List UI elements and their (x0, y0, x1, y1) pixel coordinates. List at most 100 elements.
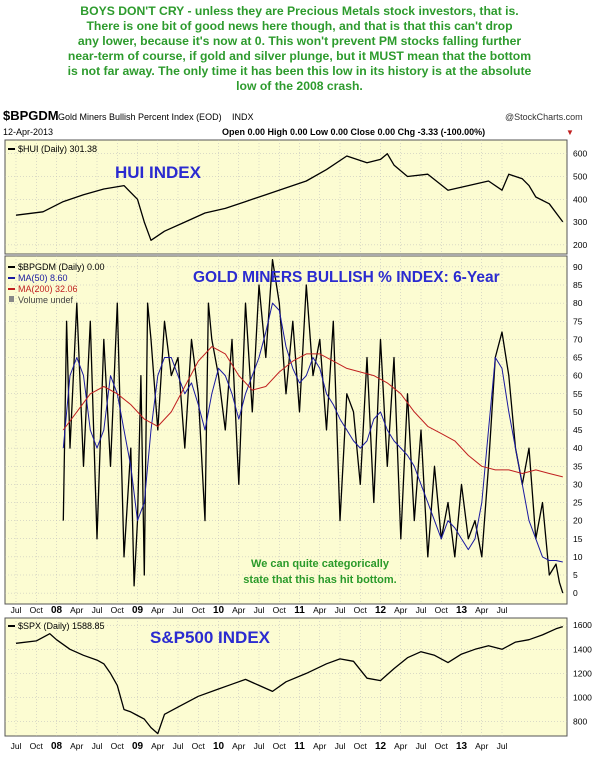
x-tick-label: Jul (416, 741, 427, 751)
chart-description: Gold Miners Bullish Percent Index (EOD) (58, 112, 222, 122)
x-tick-label: Oct (111, 741, 125, 751)
x-tick-label: 13 (456, 605, 468, 616)
x-tick-label: Oct (30, 741, 44, 751)
y-tick-label: 5 (573, 570, 578, 580)
y-tick-label: 1400 (573, 644, 592, 654)
x-tick-label: Apr (70, 605, 83, 615)
bpgdm-annotation: GOLD MINERS BULLISH % INDEX: 6-Year (193, 269, 500, 286)
x-tick-label: Apr (313, 605, 326, 615)
y-tick-label: 10 (573, 552, 583, 562)
y-tick-label: 500 (573, 171, 587, 181)
bpgdm-note-line1: We can quite categorically (251, 558, 390, 570)
chart-date: 12-Apr-2013 (3, 127, 53, 137)
x-axes: Jul Oct 08 Apr Jul Oct 09 Apr Jul Oct 10 Apr Jul Oct 1… (11, 605, 508, 752)
ohlc-readout: Open 0.00 High 0.00 Low 0.00 Close 0.00 … (222, 127, 485, 137)
y-tick-label: 300 (573, 217, 587, 227)
y-tick-label: 60 (573, 371, 583, 381)
series-line (15, 153, 564, 241)
y-tick-label: 55 (573, 389, 583, 399)
x-tick-label: 10 (213, 605, 225, 616)
x-tick-label: Jul (173, 741, 184, 751)
hui-panel (4, 139, 568, 255)
y-tick-label: 800 (573, 717, 587, 727)
series-lines (15, 153, 564, 735)
x-tick-label: 12 (375, 741, 387, 752)
bpgdm-legend-text: $BPGDM (Daily) 0.00 (18, 262, 105, 272)
y-tick-label: 45 (573, 425, 583, 435)
headline-line: There is one bit of good news here thoug… (86, 19, 513, 33)
x-tick-label: Apr (394, 741, 407, 751)
hui-annotation: HUI INDEX (115, 163, 202, 182)
spx-annotation: S&P500 INDEX (150, 628, 271, 647)
y-tick-label: 65 (573, 353, 583, 363)
headline-text: BOYS DON'T CRY - unless they are Preciou… (6, 4, 593, 94)
y-tick-label: 20 (573, 516, 583, 526)
headline-line: is not far away. The only time it has be… (67, 64, 532, 78)
x-tick-label: Jul (335, 605, 346, 615)
spx-panel (4, 617, 568, 737)
y-tick-label: 0 (573, 588, 578, 598)
y-tick-label: 200 (573, 240, 587, 250)
x-tick-label: Oct (354, 741, 368, 751)
x-tick-label: Oct (30, 605, 44, 615)
ma50-legend-text: MA(50) 8.60 (18, 273, 68, 283)
x-tick-label: Apr (313, 741, 326, 751)
x-tick-label: 08 (51, 741, 63, 752)
x-tick-label: Jul (497, 741, 508, 751)
x-tick-label: Oct (273, 741, 287, 751)
x-tick-label: 08 (51, 605, 63, 616)
x-tick-label: Jul (254, 741, 265, 751)
y-tick-label: 75 (573, 316, 583, 326)
series-line (62, 258, 564, 594)
x-tick-label: Apr (70, 741, 83, 751)
x-tick-label: Apr (394, 605, 407, 615)
y-tick-label: 35 (573, 461, 583, 471)
x-tick-label: Jul (416, 605, 427, 615)
x-tick-label: Oct (435, 741, 449, 751)
series-line (15, 625, 564, 735)
x-tick-label: Apr (232, 605, 245, 615)
spx-legend: $SPX (Daily) 1588.85 (8, 621, 105, 631)
x-tick-label: Apr (475, 605, 488, 615)
x-tick-label: 09 (132, 741, 144, 752)
x-tick-label: Oct (111, 605, 125, 615)
y-tick-label: 1600 (573, 620, 592, 630)
chart-symbol: $BPGDM (3, 108, 59, 123)
x-tick-label: Jul (254, 605, 265, 615)
hui-legend: $HUI (Daily) 301.38 (8, 144, 97, 154)
x-tick-label: 11 (294, 605, 305, 616)
ma200-legend-text: MA(200) 32.06 (18, 284, 78, 294)
x-tick-label: Jul (92, 741, 103, 751)
x-tick-label: Oct (354, 605, 368, 615)
x-tick-label: Apr (232, 741, 245, 751)
x-tick-label: Apr (151, 741, 164, 751)
series-line (62, 346, 563, 478)
x-tick-label: Jul (497, 605, 508, 615)
x-tick-label: Apr (151, 605, 164, 615)
y-tick-label: 40 (573, 443, 583, 453)
headline-line: any lower, because it's now at 0. This w… (77, 34, 522, 48)
x-tick-label: Apr (475, 741, 488, 751)
y-tick-label: 90 (573, 262, 583, 272)
x-tick-label: 11 (294, 741, 305, 752)
x-tick-label: 13 (456, 741, 468, 752)
spx-legend-text: $SPX (Daily) 1588.85 (18, 621, 105, 631)
headline-line: BOYS DON'T CRY - unless they are Preciou… (80, 4, 519, 18)
y-tick-label: 80 (573, 298, 583, 308)
y-tick-label: 1000 (573, 692, 592, 702)
headline-line: low of the 2008 crash. (236, 79, 363, 93)
x-tick-label: Jul (173, 605, 184, 615)
volume-bars-icon (9, 296, 14, 302)
x-tick-label: Oct (192, 741, 206, 751)
x-tick-label: Oct (435, 605, 449, 615)
x-tick-label: Jul (11, 605, 22, 615)
x-tick-label: 10 (213, 741, 225, 752)
y-tick-label: 600 (573, 149, 587, 159)
y-tick-label: 30 (573, 479, 583, 489)
bpgdm-note-line2: state that this has hit bottom. (243, 574, 396, 586)
y-tick-label: 15 (573, 534, 583, 544)
bpgdm-legend: $BPGDM (Daily) 0.00 MA(50) 8.60 MA(200) … (8, 262, 105, 305)
volume-legend-text: Volume undef (18, 295, 74, 305)
y-tick-label: 50 (573, 407, 583, 417)
